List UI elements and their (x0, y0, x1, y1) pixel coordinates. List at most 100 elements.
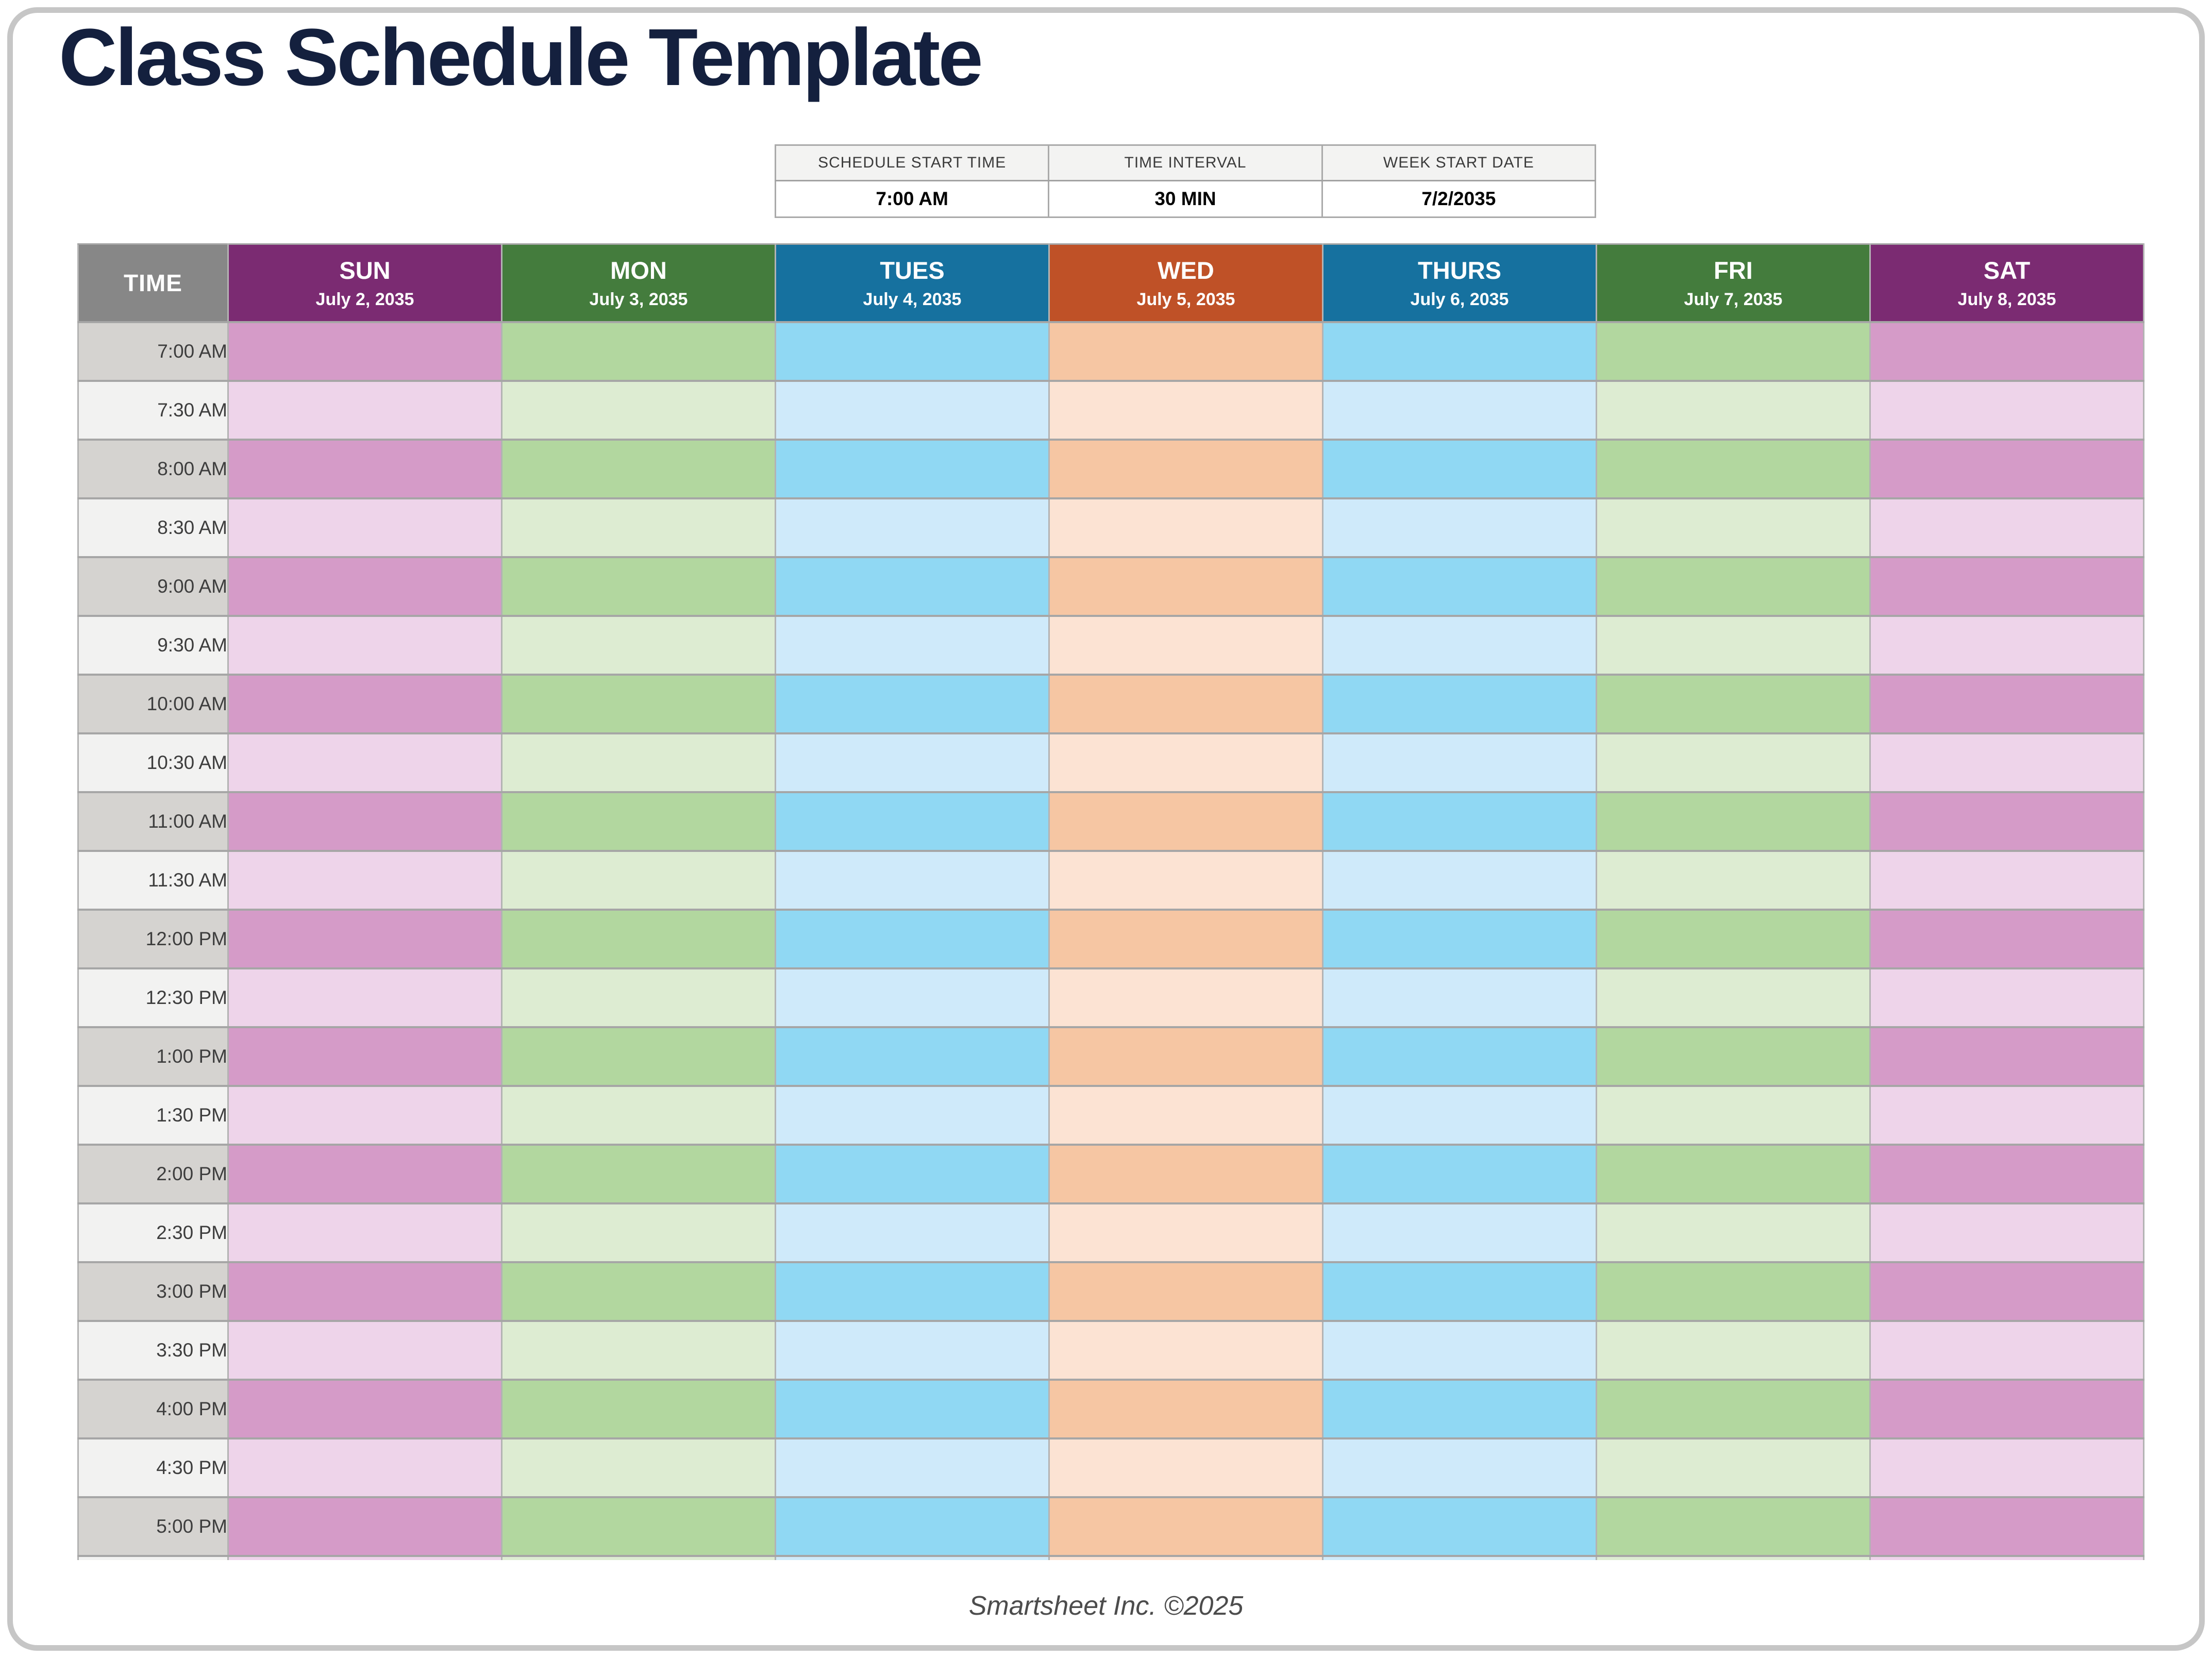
schedule-cell[interactable] (1869, 733, 2144, 793)
schedule-cell[interactable] (775, 1497, 1050, 1557)
schedule-cell[interactable] (501, 557, 776, 617)
schedule-cell[interactable] (1322, 1556, 1597, 1560)
schedule-cell[interactable] (775, 1380, 1050, 1439)
schedule-cell[interactable] (1048, 1086, 1323, 1146)
settings-value-schedule-start-time[interactable]: 7:00 AM (774, 180, 1050, 218)
schedule-cell[interactable] (1322, 381, 1597, 441)
schedule-cell[interactable] (227, 557, 502, 617)
schedule-cell[interactable] (1048, 675, 1323, 734)
schedule-cell[interactable] (227, 1203, 502, 1263)
schedule-cell[interactable] (775, 1438, 1050, 1498)
schedule-cell[interactable] (1048, 1556, 1323, 1560)
schedule-cell[interactable] (501, 675, 776, 734)
schedule-cell[interactable] (227, 1262, 502, 1322)
schedule-cell[interactable] (1869, 381, 2144, 441)
schedule-cell[interactable] (227, 851, 502, 911)
schedule-cell[interactable] (1869, 851, 2144, 911)
schedule-cell[interactable] (501, 1027, 776, 1087)
schedule-cell[interactable] (775, 1145, 1050, 1204)
schedule-cell[interactable] (775, 733, 1050, 793)
schedule-cell[interactable] (1596, 1497, 1871, 1557)
schedule-cell[interactable] (1322, 733, 1597, 793)
schedule-cell[interactable] (227, 1321, 502, 1381)
schedule-cell[interactable] (1596, 1086, 1871, 1146)
schedule-cell[interactable] (775, 851, 1050, 911)
schedule-cell[interactable] (1048, 851, 1323, 911)
schedule-cell[interactable] (1048, 792, 1323, 852)
schedule-cell[interactable] (775, 1086, 1050, 1146)
schedule-cell[interactable] (1322, 675, 1597, 734)
schedule-cell[interactable] (1048, 1321, 1323, 1381)
schedule-cell[interactable] (775, 1556, 1050, 1560)
schedule-cell[interactable] (1869, 968, 2144, 1028)
schedule-cell[interactable] (227, 1497, 502, 1557)
schedule-cell[interactable] (227, 498, 502, 558)
schedule-cell[interactable] (501, 1262, 776, 1322)
schedule-cell[interactable] (1322, 1262, 1597, 1322)
schedule-cell[interactable] (227, 910, 502, 969)
schedule-cell[interactable] (1596, 1380, 1871, 1439)
schedule-cell[interactable] (1322, 792, 1597, 852)
schedule-cell[interactable] (1596, 851, 1871, 911)
schedule-cell[interactable] (1869, 616, 2144, 676)
schedule-cell[interactable] (227, 1556, 502, 1560)
schedule-cell[interactable] (775, 1203, 1050, 1263)
schedule-cell[interactable] (1048, 498, 1323, 558)
schedule-cell[interactable] (1322, 1321, 1597, 1381)
schedule-cell[interactable] (1869, 1497, 2144, 1557)
schedule-cell[interactable] (1596, 322, 1871, 382)
schedule-cell[interactable] (1596, 381, 1871, 441)
schedule-cell[interactable] (1596, 616, 1871, 676)
schedule-cell[interactable] (1596, 1556, 1871, 1560)
schedule-cell[interactable] (775, 557, 1050, 617)
schedule-cell[interactable] (501, 1145, 776, 1204)
schedule-cell[interactable] (227, 968, 502, 1028)
schedule-cell[interactable] (775, 322, 1050, 382)
schedule-cell[interactable] (1869, 1556, 2144, 1560)
schedule-cell[interactable] (1869, 1321, 2144, 1381)
schedule-cell[interactable] (775, 440, 1050, 499)
schedule-cell[interactable] (1322, 440, 1597, 499)
schedule-cell[interactable] (1869, 440, 2144, 499)
schedule-cell[interactable] (1596, 1145, 1871, 1204)
schedule-cell[interactable] (1322, 1086, 1597, 1146)
schedule-cell[interactable] (501, 381, 776, 441)
schedule-cell[interactable] (1322, 1203, 1597, 1263)
schedule-cell[interactable] (1869, 1438, 2144, 1498)
schedule-cell[interactable] (1048, 968, 1323, 1028)
schedule-cell[interactable] (1322, 968, 1597, 1028)
schedule-cell[interactable] (1048, 1438, 1323, 1498)
schedule-cell[interactable] (1596, 733, 1871, 793)
schedule-cell[interactable] (1048, 322, 1323, 382)
schedule-cell[interactable] (1048, 1262, 1323, 1322)
schedule-cell[interactable] (501, 1556, 776, 1560)
schedule-cell[interactable] (501, 440, 776, 499)
schedule-cell[interactable] (227, 1380, 502, 1439)
schedule-cell[interactable] (775, 1321, 1050, 1381)
schedule-cell[interactable] (1322, 322, 1597, 382)
schedule-cell[interactable] (1596, 440, 1871, 499)
schedule-cell[interactable] (1596, 675, 1871, 734)
schedule-cell[interactable] (227, 675, 502, 734)
schedule-cell[interactable] (1048, 557, 1323, 617)
schedule-cell[interactable] (1869, 792, 2144, 852)
schedule-cell[interactable] (501, 498, 776, 558)
schedule-cell[interactable] (501, 1203, 776, 1263)
schedule-cell[interactable] (227, 440, 502, 499)
schedule-cell[interactable] (1596, 1321, 1871, 1381)
schedule-cell[interactable] (501, 792, 776, 852)
schedule-cell[interactable] (775, 792, 1050, 852)
schedule-cell[interactable] (501, 1086, 776, 1146)
schedule-cell[interactable] (227, 1145, 502, 1204)
schedule-cell[interactable] (1322, 498, 1597, 558)
schedule-cell[interactable] (1322, 1145, 1597, 1204)
schedule-cell[interactable] (1596, 910, 1871, 969)
schedule-cell[interactable] (1596, 1027, 1871, 1087)
schedule-cell[interactable] (501, 851, 776, 911)
schedule-cell[interactable] (1869, 557, 2144, 617)
schedule-cell[interactable] (775, 381, 1050, 441)
schedule-cell[interactable] (227, 1086, 502, 1146)
schedule-cell[interactable] (501, 616, 776, 676)
schedule-cell[interactable] (227, 322, 502, 382)
schedule-cell[interactable] (1048, 1027, 1323, 1087)
